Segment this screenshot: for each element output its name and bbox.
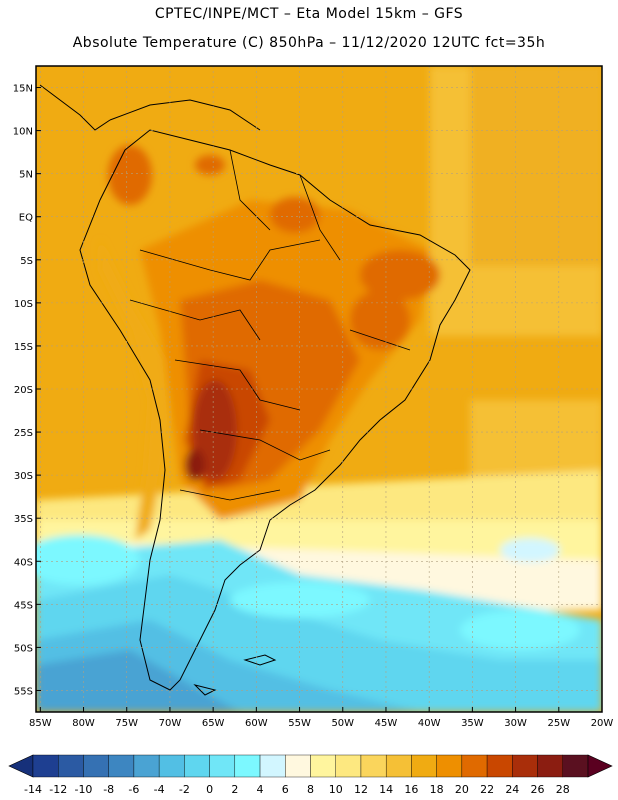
colorbar-swatch — [310, 754, 336, 778]
colorbar-label: 28 — [556, 783, 570, 796]
colorbar-swatch — [259, 754, 286, 778]
colorbar-label: -8 — [103, 783, 114, 796]
colorbar-label: -14 — [24, 783, 42, 796]
colorbar-label: -12 — [49, 783, 67, 796]
map-title-line2: Absolute Temperature (C) 850hPa – 11/12/… — [72, 35, 546, 51]
country-borders — [129, 149, 411, 501]
latitude-axis: 15N 10N 5N EQ 5S 10S 15S 20S 25S 30S 35S 40S 45S 50S 5… — [13, 84, 41, 697]
colorbar-swatch — [385, 754, 412, 778]
lon-tick-label: 20W — [591, 718, 614, 729]
lat-tick-label: 15S — [14, 342, 33, 353]
colorbar-swatch — [32, 754, 59, 778]
lon-tick-label: 60W — [245, 718, 268, 729]
lat-tick-label: 55S — [14, 686, 33, 697]
colorbar-swatch — [335, 754, 362, 778]
lat-tick-label: 5S — [20, 256, 33, 267]
colorbar-label: 24 — [505, 783, 519, 796]
lon-tick-label: 45W — [375, 718, 398, 729]
lat-tick-label: 10N — [13, 127, 33, 138]
colorbar-label: 12 — [354, 783, 368, 796]
lon-tick-label: 55W — [288, 718, 311, 729]
colorbar: -14 -12 -10 -8 -6 -4 -2 0 2 4 6 8 10 12 14 16 18 20 22 24 26… — [8, 754, 613, 796]
lat-tick-label: 30S — [14, 471, 33, 482]
lat-tick-label: 50S — [14, 643, 33, 654]
colorbar-label: 0 — [206, 783, 213, 796]
lat-tick-label: EQ — [19, 213, 33, 224]
map-title-line1: CPTEC/INPE/MCT – Eta Model 15km – GFS — [154, 6, 464, 22]
colorbar-swatch — [234, 754, 261, 778]
lon-tick-label: 35W — [461, 718, 484, 729]
colorbar-label: 14 — [379, 783, 393, 796]
colorbar-swatch — [461, 754, 488, 778]
colorbar-label: 10 — [329, 783, 343, 796]
colorbar-label: 16 — [404, 783, 418, 796]
lat-tick-label: 45S — [14, 600, 33, 611]
colorbar-swatch — [285, 754, 311, 778]
colorbar-label: 26 — [531, 783, 545, 796]
lat-tick-label: 25S — [14, 428, 33, 439]
colorbar-swatch — [360, 754, 387, 778]
colorbar-swatch — [158, 754, 185, 778]
lon-tick-label: 65W — [202, 718, 225, 729]
lon-tick-label: 50W — [331, 718, 354, 729]
colorbar-label: -10 — [74, 783, 92, 796]
lat-tick-label: 35S — [14, 514, 33, 525]
lat-tick-label: 20S — [14, 385, 33, 396]
colorbar-swatch — [411, 754, 437, 778]
lat-tick-label: 5N — [19, 170, 33, 181]
colorbar-label: 8 — [307, 783, 314, 796]
lon-tick-label: 40W — [418, 718, 441, 729]
colorbar-swatch — [562, 754, 589, 778]
colorbar-swatch — [436, 754, 463, 778]
colorbar-swatch — [83, 754, 109, 778]
colorbar-swatch — [108, 754, 135, 778]
colorbar-swatch — [537, 754, 563, 778]
lat-tick-label: 15N — [13, 84, 33, 95]
colorbar-swatch — [133, 754, 160, 778]
lat-tick-label: 10S — [14, 299, 33, 310]
colorbar-label: -4 — [154, 783, 165, 796]
colorbar-swatch — [512, 754, 538, 778]
colorbar-label: 4 — [257, 783, 264, 796]
colorbar-label: -2 — [179, 783, 190, 796]
lon-tick-label: 30W — [504, 718, 527, 729]
colorbar-swatch — [209, 754, 236, 778]
longitude-axis: 85W 80W 75W 70W 65W 60W 55W 50W 45W 40W 35W 30W 25W 2… — [29, 707, 613, 729]
colorbar-label: 2 — [231, 783, 238, 796]
coastline — [39, 84, 471, 696]
lat-lon-grid — [36, 66, 603, 712]
colorbar-label: 18 — [430, 783, 444, 796]
colorbar-swatch — [58, 754, 84, 778]
lon-tick-label: 25W — [547, 718, 570, 729]
colorbar-over-arrow — [587, 754, 613, 778]
colorbar-label: -6 — [128, 783, 139, 796]
lon-tick-label: 80W — [72, 718, 95, 729]
colorbar-under-arrow — [8, 754, 34, 778]
lon-tick-label: 75W — [115, 718, 138, 729]
lon-tick-label: 85W — [29, 718, 52, 729]
colorbar-label: 22 — [480, 783, 494, 796]
lon-tick-label: 70W — [159, 718, 182, 729]
lat-tick-label: 40S — [14, 557, 33, 568]
colorbar-swatch — [184, 754, 210, 778]
colorbar-label: 6 — [282, 783, 289, 796]
colorbar-swatch — [486, 754, 513, 778]
colorbar-label: 20 — [455, 783, 469, 796]
